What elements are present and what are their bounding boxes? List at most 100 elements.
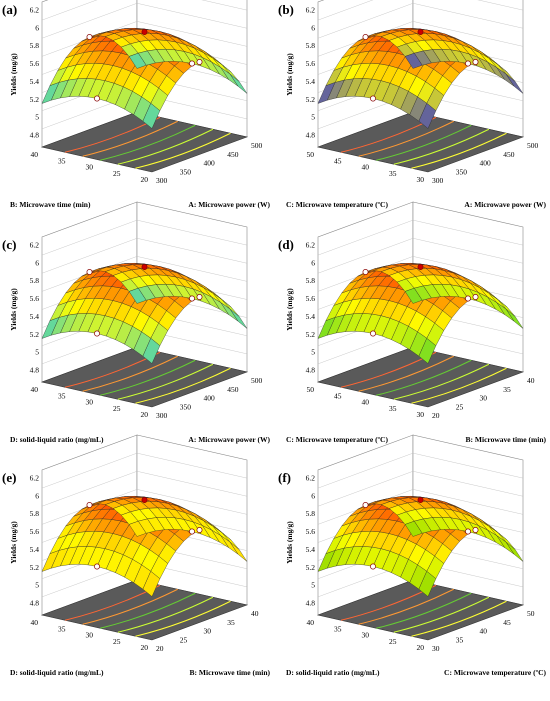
- contour-line: [376, 124, 472, 161]
- design-point: [189, 60, 195, 67]
- contour-line: [100, 592, 196, 629]
- contour-line: [135, 367, 231, 404]
- left-tick-label: 35: [389, 404, 397, 413]
- wall-gridline: [412, 471, 524, 497]
- wall-gridline: [412, 256, 524, 282]
- left-tick-label: 40: [362, 163, 370, 172]
- contour-line: [393, 363, 490, 400]
- left-tick-label: 30: [417, 410, 425, 419]
- left-tick-label: 25: [113, 404, 121, 413]
- z-tick-label: 5: [311, 581, 315, 590]
- right-tick-label: 40: [527, 376, 535, 385]
- left-tick-label: 45: [334, 391, 342, 400]
- design-point: [465, 295, 471, 302]
- wall-gridline: [136, 3, 248, 29]
- wall-gridline: [136, 471, 248, 497]
- z-tick-label: 6: [35, 23, 39, 32]
- wall-gridline: [201, 0, 248, 11]
- contour-line: [358, 120, 454, 157]
- z-axis: 6.2 6 5.8 5.6 5.4 5.2 5 4.8: [30, 241, 40, 375]
- panel-c: (c) 6.2 6 5.8 5.6 5.4 5.2 5 4.8 Yields (mg/g) 40 35…: [2, 201, 272, 467]
- contour-line: [411, 132, 507, 169]
- z-tick-label: 6.2: [30, 474, 40, 483]
- wall-gridline: [412, 489, 524, 515]
- z-tick-label: 5.2: [306, 95, 316, 104]
- contour-line: [135, 600, 231, 637]
- right-tick-label: 25: [456, 402, 464, 411]
- panel-tag: (f): [278, 470, 291, 485]
- wall-gridline: [136, 256, 248, 282]
- right-tick-label: 450: [503, 150, 515, 159]
- design-point: [472, 294, 479, 300]
- wall-gridline: [317, 471, 414, 507]
- design-point: [189, 528, 195, 535]
- left-tick-label: 20: [141, 175, 149, 184]
- right-tick-label: 35: [503, 385, 511, 394]
- left-tick-label: 40: [362, 398, 370, 407]
- right-tick-label: 400: [204, 394, 216, 403]
- wall-gridline: [317, 238, 414, 274]
- wall-gridline: [41, 0, 98, 21]
- design-point: [141, 497, 148, 503]
- design-point: [370, 95, 376, 102]
- design-point: [196, 527, 203, 533]
- right-tick-label: 300: [432, 176, 444, 185]
- z-tick-label: 5: [35, 113, 39, 122]
- z-tick-label: 5.8: [306, 41, 316, 50]
- floor-contours: [64, 584, 231, 637]
- contour-line: [82, 120, 178, 157]
- panel-tag: (e): [2, 470, 16, 485]
- right-axis: 300 350 400 450 500: [432, 141, 539, 185]
- wall-gridline: [41, 471, 138, 507]
- surface-cell: [404, 52, 423, 69]
- z-tick-label: 5.4: [306, 77, 316, 86]
- contour-line: [376, 359, 472, 396]
- z-axis: 6.2 6 5.8 5.6 5.4 5.2 5 4.8: [306, 474, 316, 608]
- right-axis-label: A: Microwave power (W): [188, 200, 270, 209]
- z-tick-label: 5.2: [306, 330, 316, 339]
- design-point: [417, 497, 424, 503]
- left-axis-label: D: solid-liquid ratio (mg/mL): [10, 435, 104, 444]
- z-tick-label: 4.8: [306, 366, 316, 375]
- left-axis-label: D: solid-liquid ratio (mg/mL): [10, 668, 104, 677]
- design-point: [86, 34, 93, 40]
- left-tick-label: 40: [307, 618, 315, 627]
- z-tick-label: 5.6: [306, 527, 316, 536]
- contour-line: [358, 355, 454, 392]
- surface-plot-a: (a) 6.2 6 5.8 5.6 5.4 5.2 5 4.8 Yields (mg/g) 40 35…: [2, 0, 270, 209]
- wall-gridline: [317, 452, 414, 489]
- left-tick-label: 45: [334, 156, 342, 165]
- z-tick-label: 4.8: [30, 366, 40, 375]
- contour-line: [117, 128, 214, 165]
- left-tick-label: 35: [58, 391, 66, 400]
- right-tick-label: 450: [227, 385, 239, 394]
- z-tick-label: 5.8: [306, 276, 316, 285]
- z-tick-label: 5: [311, 113, 315, 122]
- panel-f: (f) 6.2 6 5.8 5.6 5.4 5.2 5 4.8 Yields (mg/g) 40 35…: [278, 434, 548, 700]
- contour-line: [393, 596, 490, 633]
- z-tick-label: 4.8: [30, 599, 40, 608]
- z-axis: 6.2 6 5.8 5.6 5.4 5.2 5 4.8: [30, 474, 40, 608]
- wall-gridline: [317, 0, 374, 21]
- z-tick-label: 5.4: [306, 545, 316, 554]
- right-tick-label: 40: [480, 627, 488, 636]
- z-axis-label: Yields (mg/g): [9, 53, 18, 96]
- left-axis: 40 35 30 25 20: [31, 150, 149, 184]
- right-tick-label: 500: [251, 141, 263, 150]
- z-tick-label: 5.8: [30, 276, 40, 285]
- z-tick-label: 5.2: [30, 330, 40, 339]
- contour-line: [100, 124, 196, 161]
- design-point: [417, 264, 424, 270]
- z-tick-label: 6.2: [306, 6, 316, 15]
- panel-tag: (d): [278, 237, 294, 252]
- response-surface: [41, 28, 248, 129]
- wall-gridline: [41, 3, 138, 39]
- z-tick-label: 6.2: [30, 241, 40, 250]
- z-tick-label: 5.8: [30, 509, 40, 518]
- contour-line: [411, 600, 507, 637]
- right-tick-label: 35: [456, 635, 464, 644]
- z-tick-label: 5.8: [306, 509, 316, 518]
- design-point: [362, 34, 369, 40]
- design-point: [94, 330, 100, 337]
